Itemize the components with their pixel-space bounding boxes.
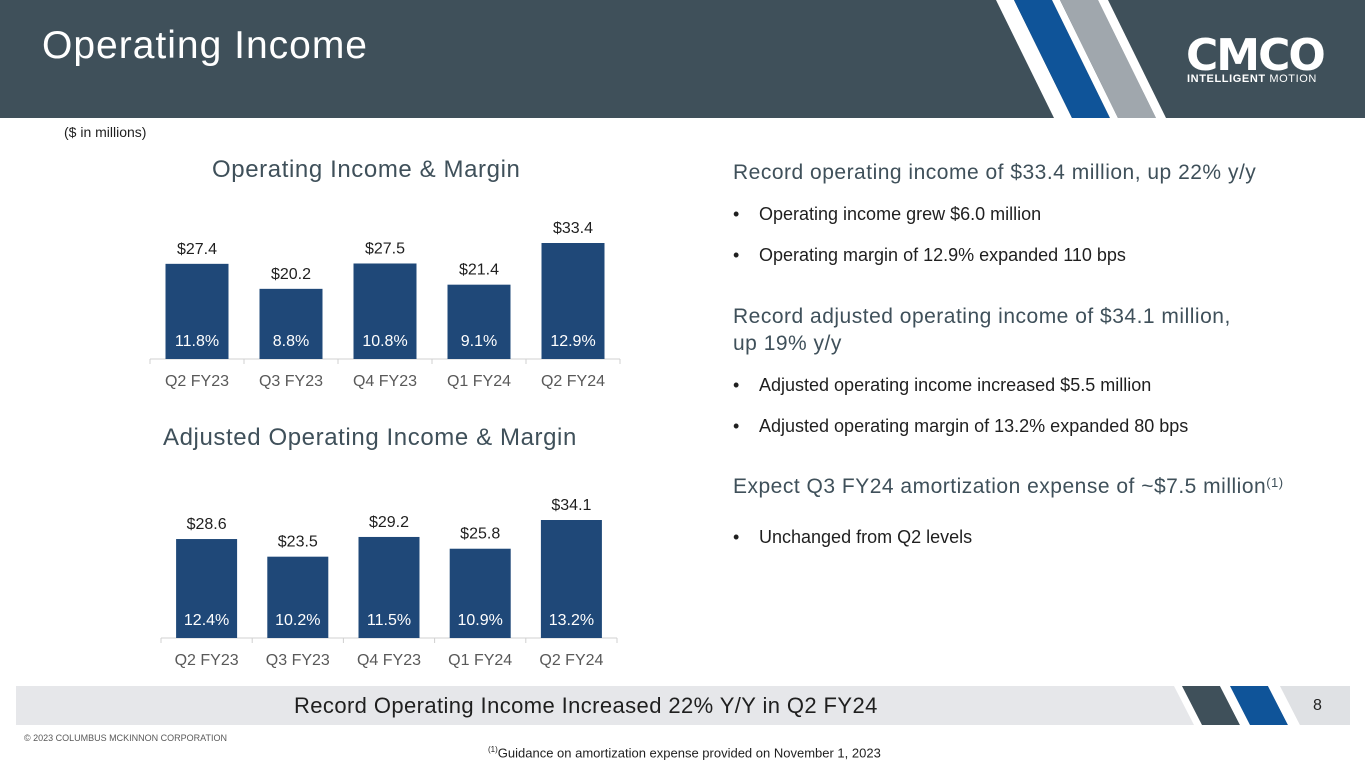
stripe-white-2 [1052, 0, 1118, 118]
chart1-title: Operating Income & Margin [212, 156, 521, 183]
charts-canvas: $27.4 11.8% Q2 FY23 $20.2 8.8% Q3 FY23 $27.5 10… [149, 220, 621, 669]
logo-tag-bold: INTELLIGENT [1187, 73, 1266, 85]
chart2-value-label: $29.2 [369, 514, 409, 531]
chart2-margin-label: 13.2% [549, 612, 594, 629]
highlight-heading-1: Record operating income of $33.4 million… [733, 161, 1257, 184]
footnote-ref: (1) [488, 745, 498, 754]
chart2-value-label: $34.1 [551, 497, 591, 514]
footnote: (1)Guidance on amortization expense prov… [488, 745, 881, 760]
highlight-bullet-3: • Adjusted operating income increased $5.… [733, 375, 1151, 396]
footer-stripe-white-2 [1220, 686, 1250, 725]
chart1-category-label: Q1 FY24 [447, 373, 511, 390]
chart2-margin-label: 10.9% [458, 612, 503, 629]
footer-stripe-white-1 [1174, 686, 1202, 725]
chart2-margin-label: 12.4% [184, 612, 229, 629]
chart2-title: Adjusted Operating Income & Margin [163, 424, 577, 451]
bullet-text: Adjusted operating income increased $5.5… [759, 375, 1152, 395]
chart2-margin-label: 10.2% [275, 612, 320, 629]
footer-stripe-white-3 [1268, 686, 1300, 725]
heading-3-footnote-ref: (1) [1266, 475, 1284, 490]
heading-2-line-1: Record adjusted operating income of $34.… [733, 305, 1231, 328]
chart1-margin-label: 12.9% [550, 333, 595, 350]
heading-2-line-2: up 19% y/y [733, 332, 842, 355]
chart2-category-label: Q2 FY24 [539, 652, 603, 669]
header-banner: Operating Income CMCO INTELLIGENT MOTION [0, 0, 1365, 118]
chart2-value-label: $28.6 [187, 516, 227, 533]
chart1-margin-label: 9.1% [461, 333, 497, 350]
chart2-bar [267, 556, 329, 638]
bullet-dot: • [733, 375, 740, 395]
chart2-value-label: $25.8 [460, 526, 500, 543]
footer-stripes-decoration [1174, 686, 1350, 725]
highlight-heading-2: Record adjusted operating income of $34.… [733, 303, 1231, 357]
chart2-value-label: $23.5 [278, 534, 318, 551]
bullet-text: Adjusted operating margin of 13.2% expan… [759, 416, 1189, 436]
chart1-bar [353, 263, 417, 359]
bullet-text: Operating income grew $6.0 million [759, 204, 1042, 224]
bullet-text: Operating margin of 12.9% expanded 110 b… [759, 245, 1126, 265]
highlight-bullet-4: • Adjusted operating margin of 13.2% expa… [733, 416, 1188, 437]
chart2-category-label: Q3 FY23 [266, 652, 330, 669]
chart2-bar [176, 539, 238, 638]
chart2-category-label: Q1 FY24 [448, 652, 512, 669]
chart1-value-label: $27.4 [177, 241, 217, 258]
highlight-bullet-1: • Operating income grew $6.0 million [733, 204, 1041, 225]
logo-tagline: INTELLIGENT MOTION [1187, 73, 1317, 85]
chart1-category-label: Q4 FY23 [353, 373, 417, 390]
chart1-category-label: Q2 FY23 [165, 373, 229, 390]
footer-stripe-blue [1230, 686, 1288, 725]
chart2-margin-label: 11.5% [367, 612, 411, 629]
highlight-bullet-2: • Operating margin of 12.9% expanded 110 … [733, 245, 1126, 266]
copyright: © 2023 COLUMBUS MCKINNON CORPORATION [24, 733, 227, 743]
chart2-bar [540, 520, 602, 638]
bullet-dot: • [733, 245, 740, 265]
stripe-white-1 [996, 0, 1072, 118]
highlight-heading-3: Expect Q3 FY24 amortization expense of ~… [733, 473, 1284, 500]
chart1-category-label: Q3 FY23 [259, 373, 323, 390]
footer-stripe-slate [1182, 686, 1240, 725]
chart1-bar [259, 288, 323, 359]
page-title: Operating Income [42, 24, 369, 67]
chart1-margin-label: 11.8% [175, 333, 219, 350]
chart2-category-label: Q2 FY23 [175, 652, 239, 669]
logo-tag-rest: MOTION [1269, 73, 1317, 85]
chart1-category-label: Q2 FY24 [541, 373, 605, 390]
footer-stripe-light [1280, 686, 1350, 725]
footnote-text: Guidance on amortization expense provide… [497, 745, 881, 761]
units-note: ($ in millions) [64, 124, 147, 140]
bullet-dot: • [733, 204, 740, 224]
bullet-dot: • [733, 416, 740, 436]
chart2-bar [449, 548, 511, 638]
bullet-text: Unchanged from Q2 levels [759, 527, 973, 547]
chart1-value-label: $20.2 [271, 266, 311, 283]
company-logo: CMCO [1186, 30, 1326, 81]
chart1-bar [447, 284, 511, 359]
chart1-value-label: $27.5 [365, 240, 405, 257]
highlight-bullet-5: • Unchanged from Q2 levels [733, 527, 972, 548]
chart1-margin-label: 8.8% [273, 333, 309, 350]
chart1-margin-label: 10.8% [362, 333, 407, 350]
chart1-bar [165, 263, 229, 359]
footer-takeaway: Record Operating Income Increased 22% Y/… [294, 693, 878, 718]
chart2-category-label: Q4 FY23 [357, 652, 421, 669]
chart1-bar [541, 243, 605, 359]
bullet-dot: • [733, 527, 740, 547]
header-stripes-decoration [996, 0, 1166, 118]
stripe-gray [1060, 0, 1156, 118]
stripe-blue [1014, 0, 1110, 118]
chart2-bar [358, 536, 420, 638]
footer-bar [16, 686, 1350, 725]
stripe-white-3 [1098, 0, 1166, 118]
chart1-value-label: $21.4 [459, 262, 499, 279]
chart1-value-label: $33.4 [553, 220, 593, 237]
page-number: 8 [1313, 697, 1322, 714]
heading-3-text: Expect Q3 FY24 amortization expense of ~… [733, 475, 1267, 498]
